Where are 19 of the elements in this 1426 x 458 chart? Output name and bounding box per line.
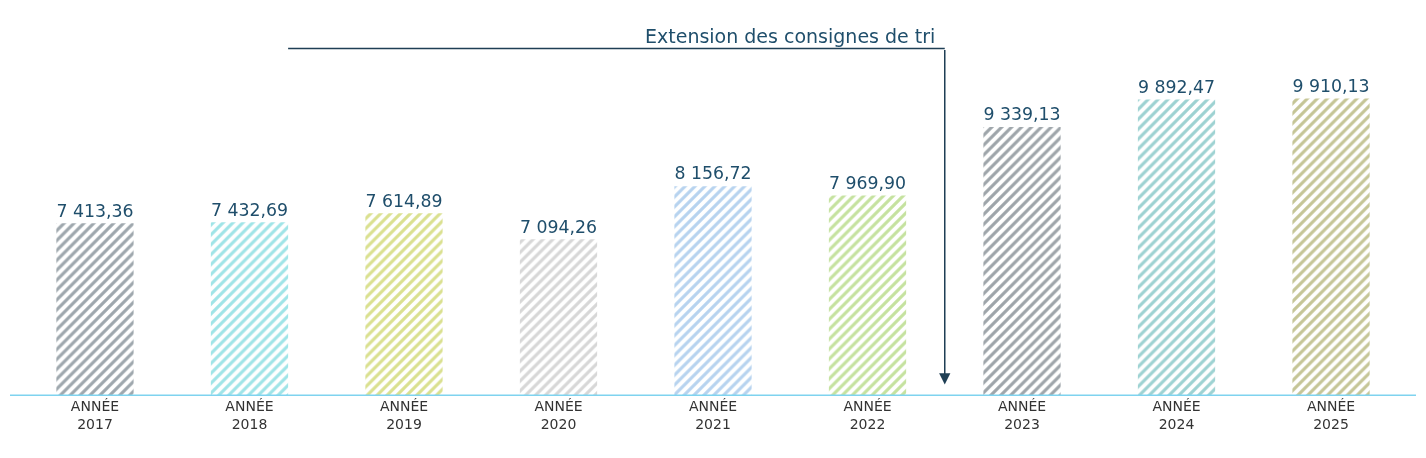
data-label: 9 892,47 <box>1137 76 1216 97</box>
x-tick-label: ANNÉE 2019 <box>379 398 429 433</box>
data-label: 8 156,72 <box>674 163 752 184</box>
x-tick-label: ANNÉE 2022 <box>843 398 892 433</box>
text: Extension des consignes de tri <box>645 25 936 47</box>
x-tick-label: ANNÉE 2021 <box>688 398 738 433</box>
x-tick-label: ANNÉE 2017 <box>70 398 120 433</box>
x-tick-label: ANNÉE 2025 <box>1306 398 1356 433</box>
data-label: 7 614,89 <box>365 190 443 211</box>
x-tick-label: ANNÉE 2020 <box>534 398 583 433</box>
data-label: 7 413,36 <box>56 200 134 221</box>
data-label: 7 094,26 <box>519 216 598 237</box>
data-label: 7 432,69 <box>210 199 289 220</box>
data-label: 7 969,90 <box>828 172 907 193</box>
x-tick-label: ANNÉE 2018 <box>225 398 274 433</box>
data-label: 9 339,13 <box>983 104 1061 125</box>
x-tick-label: ANNÉE 2024 <box>1152 398 1201 433</box>
x-tick-label: ANNÉE 2023 <box>997 398 1047 433</box>
data-label: 9 910,13 <box>1292 75 1370 96</box>
